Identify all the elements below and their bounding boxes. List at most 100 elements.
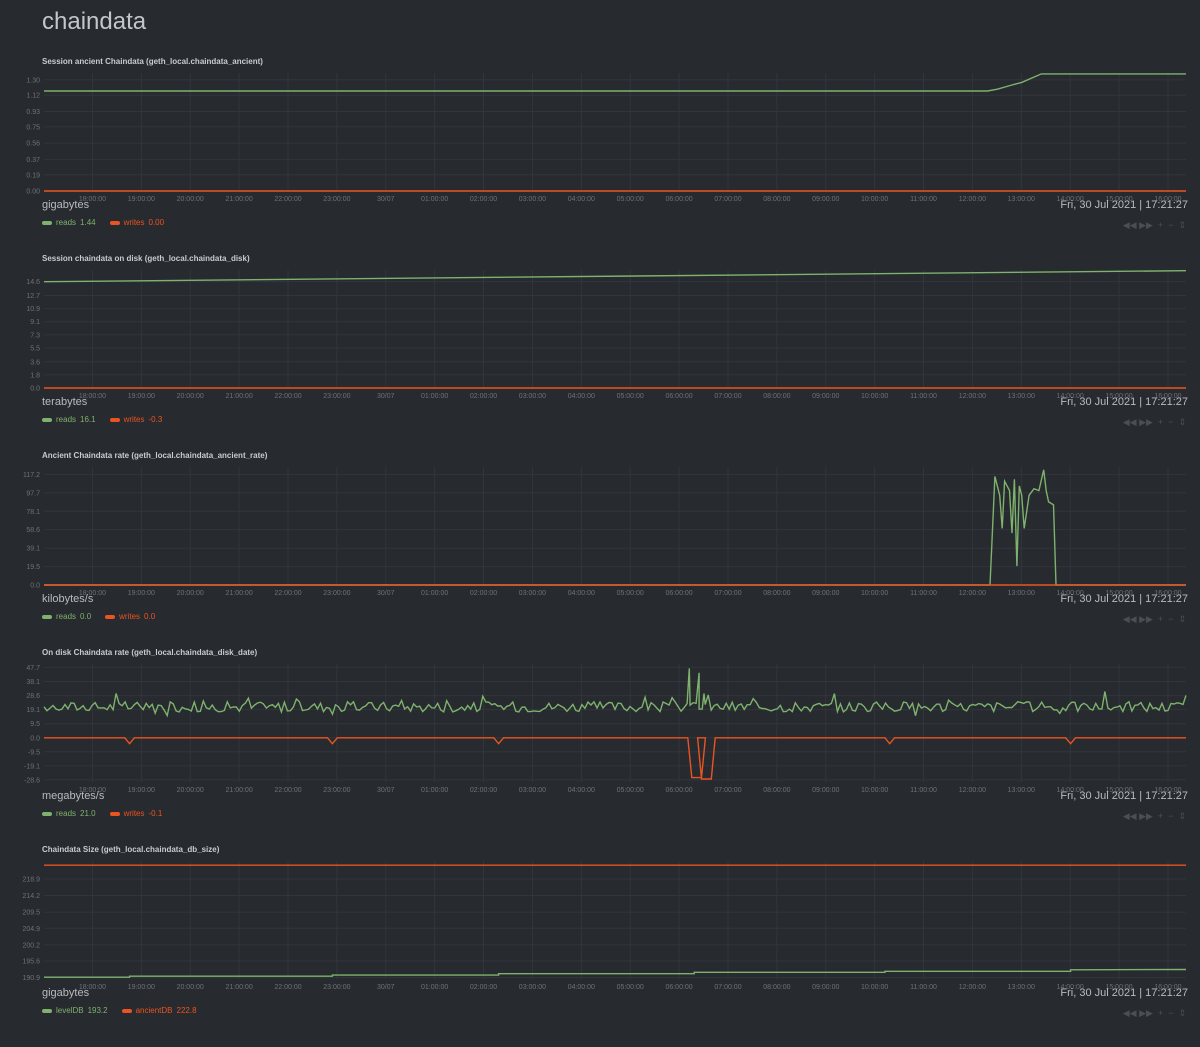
chart-plot[interactable]: 18:00:00 19:00:00 20:00:00 21:00:00 22:00:00… — [0, 65, 1200, 205]
x-tick-label: 14:00:00 — [1057, 590, 1084, 597]
x-tick-label: 07:00:00 — [714, 787, 741, 794]
x-tick-label: 19:00:00 — [128, 590, 155, 597]
legend-value: -0.3 — [148, 415, 163, 424]
x-tick-label: 20:00:00 — [177, 590, 204, 597]
x-tick-label: 16:00:00 — [1154, 787, 1181, 794]
zoom-out-icon[interactable]: − — [1168, 614, 1174, 624]
x-tick-label: 11:00:00 — [910, 196, 937, 203]
chart-plot[interactable]: 18:00:00 19:00:00 20:00:00 21:00:00 22:00:00… — [0, 853, 1200, 993]
legend-item-writes[interactable]: writes -0.1 — [109, 809, 162, 818]
x-tick-label: 09:00:00 — [812, 787, 839, 794]
legend-item-reads[interactable]: reads 21.0 — [42, 809, 96, 818]
chart-title: Session ancient Chaindata (geth_local.ch… — [42, 57, 263, 66]
pan-arrows-icon[interactable]: ◀◀ ▶▶ — [1122, 220, 1153, 230]
y-tick-label: 214.2 — [22, 893, 40, 900]
series-line-reads — [44, 469, 1186, 586]
x-tick-label: 30/07 — [377, 393, 395, 400]
x-tick-label: 21:00:00 — [225, 196, 252, 203]
y-tick-label: 0.19 — [26, 172, 40, 179]
legend-item-reads[interactable]: reads 16.1 — [42, 415, 96, 424]
legend-item-ancientDB[interactable]: ancientDB 222.8 — [121, 1006, 197, 1015]
x-tick-label: 13:00:00 — [1008, 787, 1035, 794]
pan-arrows-icon[interactable]: ◀◀ ▶▶ — [1122, 614, 1153, 624]
legend-value: 0.00 — [148, 218, 165, 227]
x-tick-label: 08:00:00 — [763, 787, 790, 794]
zoom-in-icon[interactable]: + — [1157, 614, 1164, 624]
x-tick-label: 18:00:00 — [79, 590, 106, 597]
date-label: Fri, 30 Jul 2021 | 17:21:27 — [1060, 593, 1188, 605]
pan-arrows-icon[interactable]: ◀◀ ▶▶ — [1122, 417, 1153, 427]
x-tick-label: 02:00:00 — [470, 393, 497, 400]
zoom-in-icon[interactable]: + — [1157, 417, 1164, 427]
x-tick-label: 01:00:00 — [421, 590, 448, 597]
zoom-out-icon[interactable]: − — [1168, 220, 1174, 230]
chart-plot[interactable]: 18:00:00 19:00:00 20:00:00 21:00:00 22:00:00… — [0, 656, 1200, 796]
zoom-out-icon[interactable]: − — [1168, 1008, 1174, 1018]
y-tick-label: 14.6 — [26, 279, 40, 286]
date-label: Fri, 30 Jul 2021 | 17:21:27 — [1060, 790, 1188, 802]
x-tick-label: 09:00:00 — [812, 196, 839, 203]
zoom-in-icon[interactable]: + — [1157, 1008, 1164, 1018]
x-tick-label: 20:00:00 — [177, 196, 204, 203]
zoom-in-icon[interactable]: + — [1157, 811, 1164, 821]
x-tick-label: 01:00:00 — [421, 196, 448, 203]
legend-item-levelDB[interactable]: levelDB 193.2 — [42, 1006, 108, 1015]
chart-panel[interactable]: On disk Chaindata rate (geth_local.chain… — [0, 648, 1200, 845]
series-line-reads — [43, 668, 1187, 718]
legend-swatch — [105, 614, 116, 619]
legend-item-writes[interactable]: writes 0.0 — [105, 612, 155, 621]
chart-controls: ◀◀ ▶▶ + − ⇕ — [1123, 614, 1186, 625]
legend-value: 0.0 — [144, 612, 156, 621]
zoom-out-icon[interactable]: − — [1168, 417, 1174, 427]
pan-arrows-icon[interactable]: ◀◀ ▶▶ — [1122, 811, 1153, 821]
chart-panel[interactable]: Ancient Chaindata rate (geth_local.chain… — [0, 451, 1200, 648]
x-tick-label: 08:00:00 — [763, 393, 790, 400]
y-tick-label: 0.0 — [30, 386, 40, 393]
chart-plot[interactable]: 18:00:00 19:00:00 20:00:00 21:00:00 22:00:00… — [0, 459, 1200, 599]
zoom-in-icon[interactable]: + — [1157, 220, 1164, 230]
date-label: Fri, 30 Jul 2021 | 17:21:27 — [1060, 987, 1188, 999]
legend-item-writes[interactable]: writes -0.3 — [109, 415, 163, 424]
x-tick-label: 21:00:00 — [225, 393, 252, 400]
zoom-out-icon[interactable]: − — [1168, 811, 1174, 821]
resize-icon[interactable]: ⇕ — [1178, 1008, 1186, 1018]
y-tick-label: 0.93 — [26, 109, 40, 116]
resize-icon[interactable]: ⇕ — [1178, 417, 1186, 427]
legend-item-reads[interactable]: reads 1.44 — [42, 218, 96, 227]
x-tick-label: 12:00:00 — [959, 787, 986, 794]
legend-name: writes — [119, 612, 141, 621]
unit-label: megabytes/s — [42, 790, 105, 802]
legend: reads 1.44 writes 0.00 — [42, 218, 164, 227]
chart-panel[interactable]: Session chaindata on disk (geth_local.ch… — [0, 254, 1200, 451]
y-tick-label: 5.5 — [30, 345, 40, 352]
chart-plot[interactable]: 18:00:00 19:00:00 20:00:00 21:00:00 22:00:00… — [0, 262, 1200, 402]
resize-icon[interactable]: ⇕ — [1178, 614, 1186, 624]
x-tick-label: 04:00:00 — [568, 984, 595, 991]
series-line-reads — [44, 73, 1186, 92]
x-tick-label: 11:00:00 — [910, 984, 937, 991]
legend-name: writes — [123, 809, 145, 818]
x-tick-label: 18:00:00 — [79, 787, 106, 794]
y-tick-label: 190.9 — [22, 975, 40, 982]
y-tick-label: 204.9 — [22, 926, 40, 933]
date-label: Fri, 30 Jul 2021 | 17:21:27 — [1060, 396, 1188, 408]
chart-controls: ◀◀ ▶▶ + − ⇕ — [1123, 220, 1186, 231]
legend-swatch — [42, 811, 52, 816]
x-tick-label: 14:00:00 — [1057, 196, 1084, 203]
resize-icon[interactable]: ⇕ — [1178, 811, 1186, 821]
resize-icon[interactable]: ⇕ — [1178, 220, 1186, 230]
legend-item-reads[interactable]: reads 0.0 — [42, 612, 91, 621]
chart-panel[interactable]: Session ancient Chaindata (geth_local.ch… — [0, 57, 1200, 254]
x-tick-label: 11:00:00 — [910, 590, 937, 597]
x-tick-label: 20:00:00 — [177, 984, 204, 991]
x-tick-label: 12:00:00 — [959, 393, 986, 400]
x-tick-label: 21:00:00 — [225, 984, 252, 991]
x-tick-label: 30/07 — [377, 984, 395, 991]
x-tick-label: 07:00:00 — [714, 393, 741, 400]
x-tick-label: 30/07 — [377, 196, 395, 203]
chart-panel[interactable]: Chaindata Size (geth_local.chaindata_db_… — [0, 845, 1200, 1042]
legend-item-writes[interactable]: writes 0.00 — [109, 218, 165, 227]
x-tick-label: 06:00:00 — [665, 590, 692, 597]
pan-arrows-icon[interactable]: ◀◀ ▶▶ — [1122, 1008, 1153, 1018]
x-tick-label: 05:00:00 — [617, 787, 644, 794]
